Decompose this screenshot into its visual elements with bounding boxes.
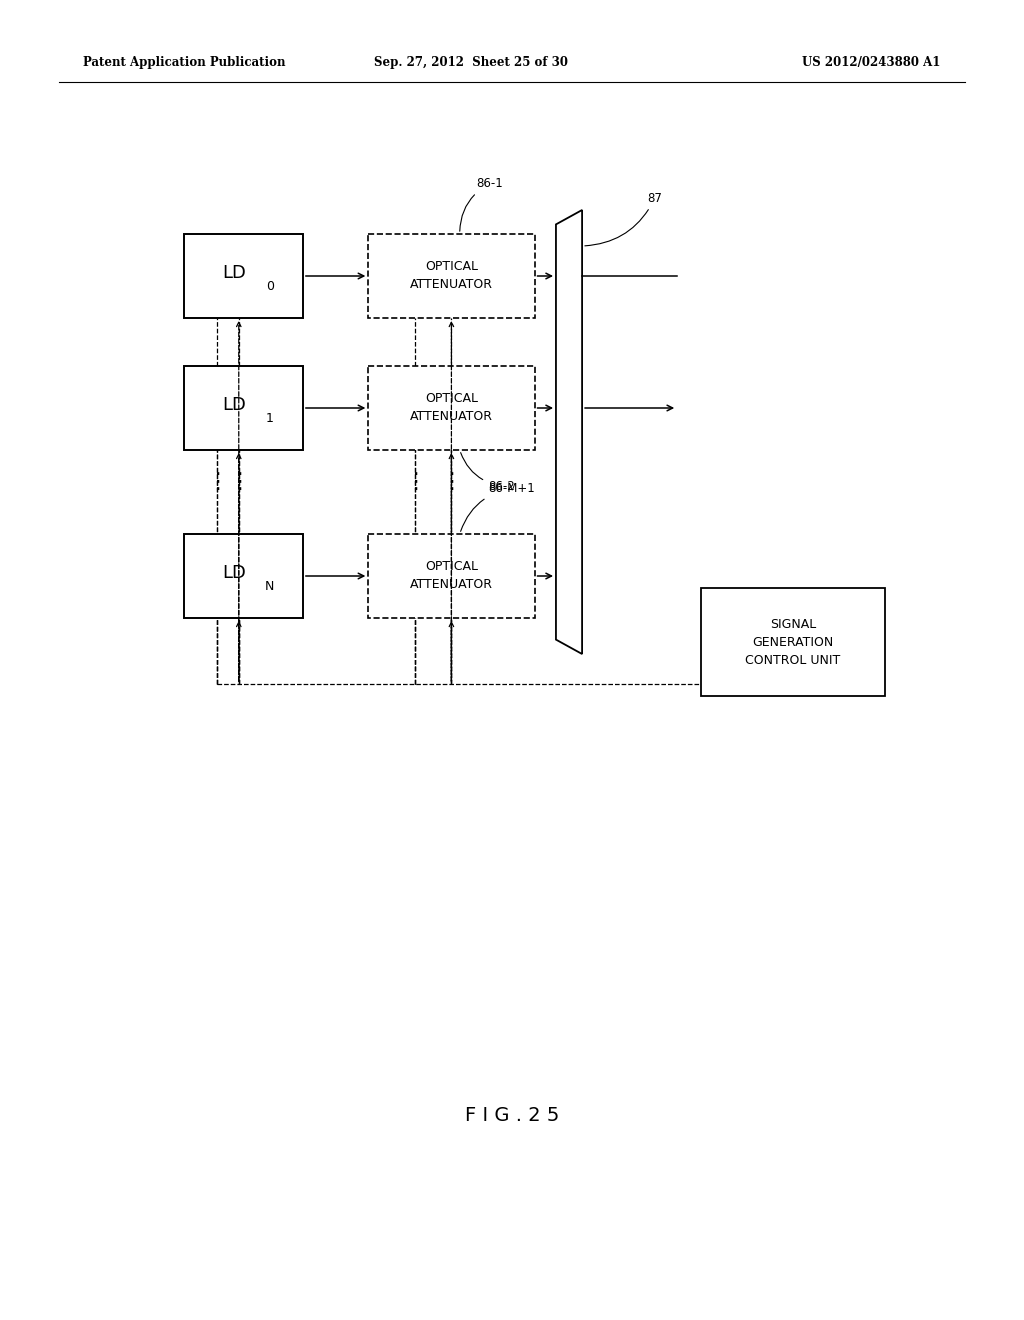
Text: 86-M+1: 86-M+1 bbox=[461, 482, 535, 532]
Text: 87: 87 bbox=[585, 191, 663, 246]
Bar bbox=[369, 366, 535, 450]
Text: OPTICAL
ATTENUATOR: OPTICAL ATTENUATOR bbox=[410, 392, 493, 424]
Text: OPTICAL
ATTENUATOR: OPTICAL ATTENUATOR bbox=[410, 260, 493, 292]
Bar bbox=[369, 535, 535, 618]
Text: US 2012/0243880 A1: US 2012/0243880 A1 bbox=[803, 55, 941, 69]
Bar bbox=[184, 535, 303, 618]
Polygon shape bbox=[556, 210, 582, 653]
Text: 1: 1 bbox=[265, 412, 273, 425]
Text: Patent Application Publication: Patent Application Publication bbox=[83, 55, 286, 69]
Text: 0: 0 bbox=[265, 280, 273, 293]
Text: LD: LD bbox=[222, 565, 246, 582]
Text: OPTICAL
ATTENUATOR: OPTICAL ATTENUATOR bbox=[410, 561, 493, 591]
Text: 86-1: 86-1 bbox=[460, 177, 503, 231]
Text: F I G . 2 5: F I G . 2 5 bbox=[465, 1106, 559, 1125]
Text: ⋮: ⋮ bbox=[403, 473, 426, 492]
Bar bbox=[184, 366, 303, 450]
Bar bbox=[369, 234, 535, 318]
Text: LD: LD bbox=[222, 264, 246, 282]
Bar bbox=[184, 234, 303, 318]
Text: 86-2: 86-2 bbox=[461, 453, 515, 492]
Text: ⋮: ⋮ bbox=[440, 473, 463, 492]
Text: Sep. 27, 2012  Sheet 25 of 30: Sep. 27, 2012 Sheet 25 of 30 bbox=[374, 55, 568, 69]
Text: LD: LD bbox=[222, 396, 246, 414]
Text: ⋮: ⋮ bbox=[206, 473, 228, 492]
Text: SIGNAL
GENERATION
CONTROL UNIT: SIGNAL GENERATION CONTROL UNIT bbox=[745, 618, 841, 667]
Text: N: N bbox=[265, 579, 274, 593]
Bar bbox=[700, 587, 885, 696]
Text: ⋮: ⋮ bbox=[227, 473, 250, 492]
